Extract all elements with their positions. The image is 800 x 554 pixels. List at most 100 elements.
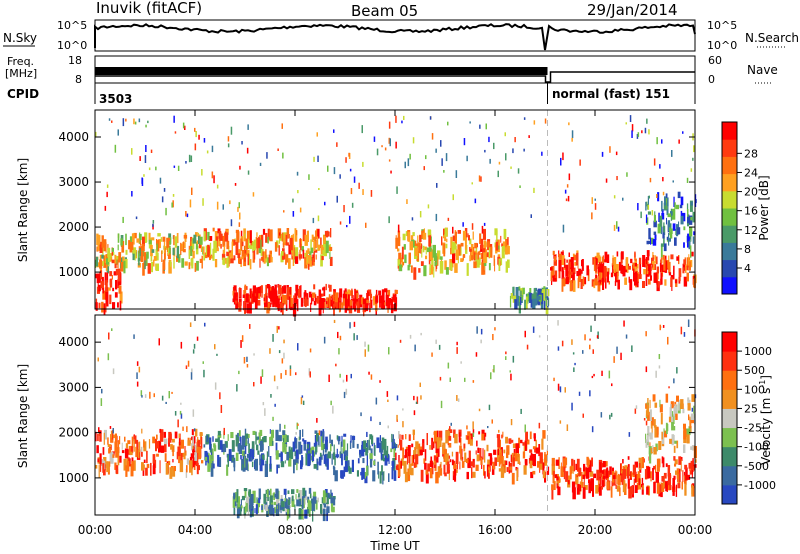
heatmap-cell	[324, 230, 328, 238]
sparse-echo-cell	[316, 132, 318, 137]
sparse-echo-cell	[107, 353, 110, 361]
heatmap-cell	[665, 463, 668, 467]
heatmap-cell	[473, 252, 476, 261]
heatmap-cell	[128, 445, 132, 454]
heatmap-cell	[315, 230, 317, 242]
sparse-echo-cell	[491, 419, 493, 424]
heatmap-cell	[444, 260, 447, 270]
heatmap-cell	[687, 221, 690, 227]
sparse-echo-cell	[309, 371, 311, 378]
heatmap-cell	[520, 296, 522, 306]
sparse-echo-cell	[313, 156, 315, 162]
heatmap-cell	[251, 461, 254, 468]
heatmap-cell	[484, 432, 487, 437]
heatmap-cell	[479, 448, 482, 461]
heatmap-cell	[266, 451, 268, 462]
heatmap-cell	[406, 451, 408, 465]
sparse-echo-cell	[172, 200, 174, 208]
heatmap-cell	[195, 245, 199, 255]
heatmap-cell	[488, 247, 491, 258]
heatmap-cell	[397, 230, 401, 241]
heatmap-cell	[656, 426, 659, 438]
heatmap-cell	[601, 486, 603, 490]
heatmap-cell	[308, 255, 312, 264]
heatmap-cell	[599, 472, 602, 477]
heatmap-cell	[284, 233, 287, 240]
heatmap-cell	[266, 295, 268, 308]
heatmap-cell	[411, 443, 414, 448]
heatmap-cell	[688, 426, 691, 436]
sparse-echo-cell	[131, 191, 133, 197]
heatmap-cell	[277, 503, 280, 512]
sparse-echo-cell	[656, 194, 658, 198]
heatmap-cell	[324, 453, 329, 466]
sparse-echo-cell	[158, 338, 160, 346]
heatmap-cell	[348, 467, 352, 474]
heatmap-cell	[590, 478, 594, 492]
heatmap-cell	[187, 437, 190, 443]
heatmap-cell	[683, 428, 687, 440]
heatmap-cell	[570, 257, 574, 270]
sparse-echo-cell	[370, 416, 372, 422]
heatmap-cell	[265, 504, 268, 511]
heatmap-cell	[366, 465, 368, 477]
heatmap-cell	[228, 250, 232, 255]
heatmap-cell	[292, 243, 294, 257]
heatmap-cell	[554, 256, 556, 262]
heatmap-cell	[244, 490, 247, 498]
heatmap-cell	[187, 440, 191, 446]
sparse-echo-cell	[186, 213, 189, 218]
heatmap-cell	[125, 465, 128, 477]
heatmap-cell	[342, 439, 346, 452]
nsky-panel-frame	[94, 19, 696, 52]
heatmap-cell	[397, 259, 401, 266]
sparse-echo-cell	[524, 424, 526, 433]
colorbar-tick-label: 100	[744, 383, 765, 396]
heatmap-cell	[674, 459, 678, 465]
heatmap-cell	[581, 269, 583, 274]
heatmap-cell	[574, 262, 577, 266]
heatmap-cell	[224, 441, 228, 448]
heatmap-cell	[190, 453, 195, 459]
heatmap-cell	[466, 435, 469, 440]
sparse-echo-cell	[447, 217, 450, 221]
heatmap-cell	[651, 424, 653, 434]
heatmap-cell	[248, 489, 251, 498]
sparse-echo-cell	[196, 336, 199, 341]
heatmap-cell	[691, 470, 693, 478]
heatmap-cell	[265, 497, 268, 503]
sparse-echo-cell	[452, 226, 454, 234]
heatmap-cell	[668, 238, 671, 242]
sparse-echo-cell	[676, 367, 678, 374]
heatmap-cell	[678, 472, 681, 483]
sparse-echo-cell	[279, 423, 281, 432]
sparse-echo-cell	[332, 405, 334, 414]
heatmap-cell	[533, 292, 537, 299]
heatmap-cell	[114, 254, 117, 264]
heatmap-cell	[130, 464, 134, 477]
heatmap-cell	[318, 300, 322, 308]
heatmap-cell	[674, 279, 678, 284]
heatmap-cell	[670, 401, 674, 409]
heatmap-cell	[320, 237, 322, 249]
heatmap-cell	[282, 430, 286, 435]
heatmap-cell	[268, 254, 271, 263]
heatmap-cell	[401, 254, 403, 268]
heatmap-cell	[473, 261, 477, 269]
sparse-echo-cell	[488, 404, 491, 411]
heatmap-cell	[675, 204, 679, 210]
heatmap-cell	[685, 264, 687, 273]
sparse-echo-cell	[450, 422, 452, 426]
heatmap-cell	[101, 235, 104, 248]
heatmap-cell	[460, 258, 464, 262]
sparse-echo-cell	[230, 126, 233, 135]
heatmap-cell	[670, 254, 674, 260]
sparse-echo-cell	[270, 394, 272, 398]
sparse-echo-cell	[674, 202, 676, 209]
heatmap-cell	[654, 425, 657, 438]
colorbar-tick-label: -1000	[744, 479, 776, 492]
heatmap-cell	[401, 434, 404, 440]
heatmap-cell	[678, 456, 682, 465]
